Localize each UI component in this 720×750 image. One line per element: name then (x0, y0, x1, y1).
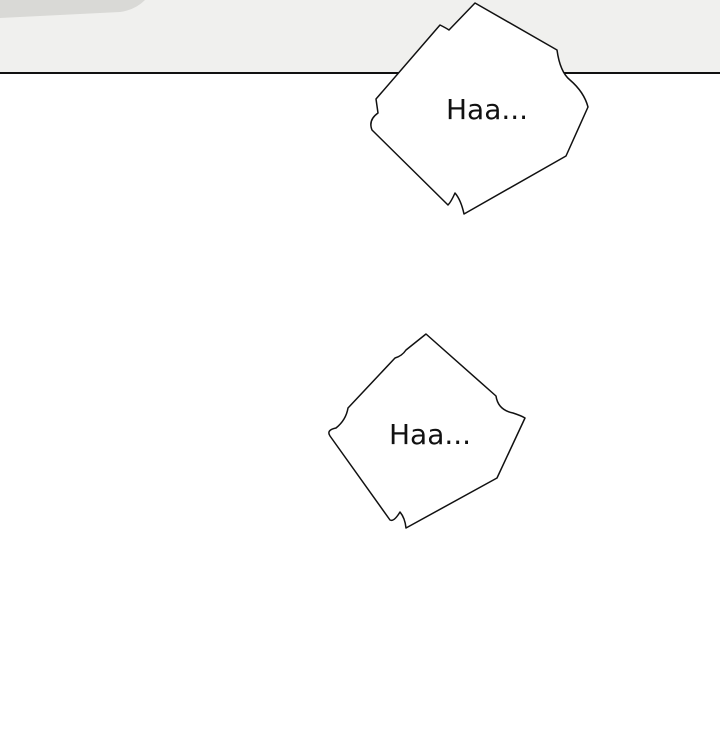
panel-shape (0, 0, 145, 18)
speech-bubble-2: Haa... (322, 330, 532, 530)
speech-bubble-outline (370, 2, 589, 215)
speech-bubble-text: Haa... (446, 93, 529, 126)
top-panel (0, 0, 720, 74)
speech-bubble-outline (328, 333, 526, 529)
speech-bubble-1: Haa... (360, 0, 595, 220)
speech-bubble-text: Haa... (389, 418, 472, 451)
